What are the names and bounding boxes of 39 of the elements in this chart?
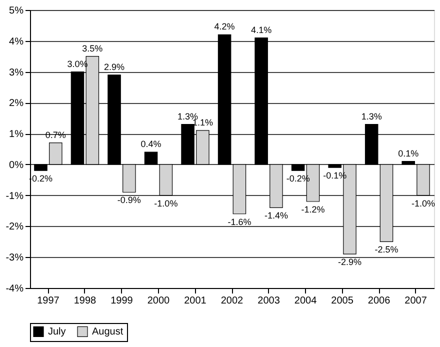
data-label: 2.9%: [104, 62, 125, 72]
x-tick-label: 2007: [404, 296, 428, 306]
x-tick-label: 2000: [147, 296, 170, 306]
x-tick-label: 2002: [220, 296, 244, 306]
x-tick-label: 1998: [74, 296, 97, 306]
y-tick-label: 3%: [9, 67, 24, 78]
legend-label: July: [48, 326, 66, 338]
data-label: 1.3%: [178, 111, 198, 122]
legend-label: August: [92, 326, 124, 338]
data-label: -1.0%: [411, 198, 436, 208]
x-tick-label: 2005: [331, 296, 354, 306]
y-tick-label: -1%: [6, 190, 24, 202]
x-tick-label: 2004: [294, 296, 318, 306]
x-tick-label: 2003: [258, 296, 280, 306]
x-tick-label: 2001: [184, 296, 207, 306]
y-tick-label: -3%: [6, 252, 24, 264]
y-tick-label: 0%: [9, 160, 24, 171]
y-tick-label: 2%: [9, 98, 24, 110]
y-tick-label: 1%: [9, 129, 24, 140]
data-label: -1.6%: [228, 216, 252, 227]
y-tick-label: -4%: [6, 284, 24, 294]
data-label: -0.9%: [117, 195, 141, 206]
data-label: -2.9%: [338, 257, 362, 268]
x-tick-label: 1997: [37, 296, 60, 306]
data-label: 4.1%: [251, 24, 272, 35]
data-label: 0.1%: [398, 148, 419, 158]
x-tick-label: 1999: [110, 296, 134, 306]
data-label: -1.4%: [264, 210, 288, 221]
y-tick-label: 4%: [9, 36, 24, 48]
data-label: -1.2%: [301, 204, 325, 215]
data-label: 0.4%: [140, 139, 162, 150]
data-label: -1.0%: [154, 198, 178, 208]
y-tick-label: -2%: [6, 222, 24, 233]
y-tick-label: 5%: [9, 6, 24, 16]
data-label: 4.2%: [214, 22, 235, 32]
data-label: 1.3%: [361, 111, 382, 122]
data-label: -2.5%: [374, 244, 398, 255]
x-tick-label: 2006: [368, 296, 391, 306]
data-label: 3.5%: [82, 43, 103, 54]
